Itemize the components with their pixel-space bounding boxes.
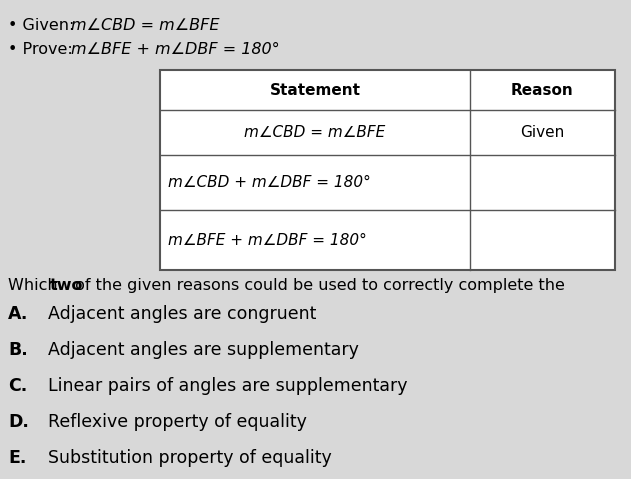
Text: Linear pairs of angles are supplementary: Linear pairs of angles are supplementary: [48, 377, 408, 395]
Text: Statement: Statement: [269, 82, 360, 98]
Text: m∠CBD = m∠BFE: m∠CBD = m∠BFE: [244, 125, 386, 140]
Text: m∠CBD = m∠BFE: m∠CBD = m∠BFE: [71, 18, 220, 33]
Text: C.: C.: [8, 377, 27, 395]
Text: of the given reasons could be used to correctly complete the: of the given reasons could be used to co…: [70, 278, 565, 293]
Bar: [160, 70, 615, 270]
Text: m∠CBD + m∠DBF = 180°: m∠CBD + m∠DBF = 180°: [168, 175, 371, 190]
Text: E.: E.: [8, 449, 27, 467]
Text: Which: Which: [8, 278, 62, 293]
Text: A.: A.: [8, 305, 28, 323]
Text: B.: B.: [8, 341, 28, 359]
Text: Substitution property of equality: Substitution property of equality: [48, 449, 332, 467]
Text: two: two: [49, 278, 83, 293]
Text: • Given:: • Given:: [8, 18, 85, 33]
Text: Adjacent angles are supplementary: Adjacent angles are supplementary: [48, 341, 359, 359]
Bar: [160, 70, 615, 270]
Text: Adjacent angles are congruent: Adjacent angles are congruent: [48, 305, 316, 323]
Text: m∠BFE + m∠DBF = 180°: m∠BFE + m∠DBF = 180°: [168, 232, 367, 248]
Text: D.: D.: [8, 413, 29, 431]
Text: • Prove:: • Prove:: [8, 42, 83, 57]
Text: Given: Given: [521, 125, 565, 140]
Text: m∠BFE + m∠DBF = 180°: m∠BFE + m∠DBF = 180°: [71, 42, 280, 57]
Text: Reason: Reason: [511, 82, 574, 98]
Text: Reflexive property of equality: Reflexive property of equality: [48, 413, 307, 431]
